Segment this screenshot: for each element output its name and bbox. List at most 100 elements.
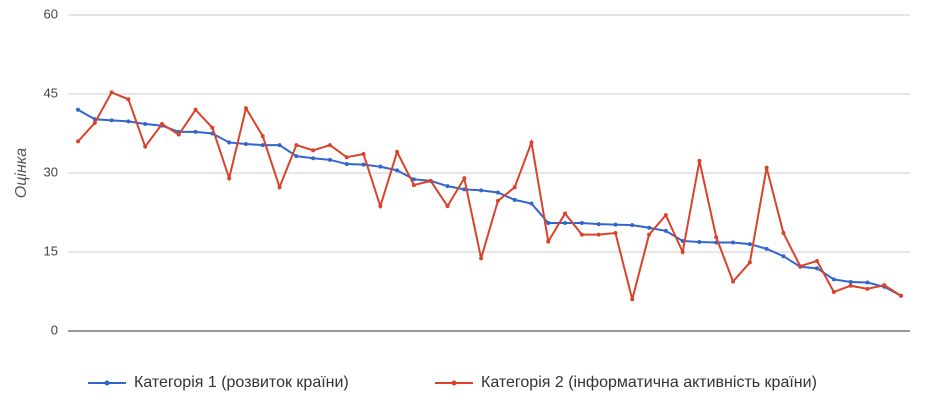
data-point	[243, 106, 248, 111]
data-point	[663, 213, 668, 218]
data-point	[831, 277, 836, 282]
data-point	[227, 140, 232, 145]
data-point	[579, 232, 584, 237]
data-point	[815, 258, 820, 263]
data-point	[260, 143, 265, 148]
data-point	[563, 211, 568, 216]
legend-label: Категорія 2 (інформатична активність кра…	[481, 374, 817, 391]
data-point	[344, 162, 349, 167]
data-point	[512, 185, 517, 190]
data-point	[731, 279, 736, 284]
data-point	[126, 119, 131, 124]
data-point	[495, 190, 500, 195]
data-point	[277, 143, 282, 148]
data-point	[193, 107, 198, 112]
data-point	[546, 221, 551, 226]
data-point	[479, 188, 484, 193]
data-point	[848, 280, 853, 285]
data-point	[680, 250, 685, 254]
data-point	[344, 155, 349, 160]
data-point	[781, 231, 786, 236]
data-point	[596, 232, 601, 237]
data-point	[563, 221, 568, 226]
data-point	[411, 177, 416, 182]
data-point	[781, 254, 786, 259]
data-point	[76, 139, 80, 144]
data-point	[210, 125, 215, 130]
y-tick-label: 0	[51, 322, 58, 337]
data-point	[865, 286, 870, 291]
y-axis-label: Оцінка	[13, 148, 30, 199]
data-point	[327, 157, 332, 162]
data-point	[109, 118, 114, 123]
y-tick-label: 60	[44, 6, 58, 21]
data-point	[143, 122, 148, 127]
data-point	[92, 120, 97, 125]
data-point	[361, 162, 366, 167]
data-point	[815, 266, 820, 271]
data-point	[445, 184, 450, 189]
data-point	[428, 178, 433, 183]
data-point	[327, 143, 332, 148]
series-line	[77, 91, 902, 300]
data-point	[865, 280, 870, 285]
data-point	[260, 134, 265, 139]
data-point	[899, 293, 903, 298]
data-point	[714, 235, 719, 240]
data-point	[529, 140, 534, 145]
data-point	[747, 260, 752, 265]
data-point	[227, 176, 232, 181]
data-point	[579, 221, 584, 226]
data-point	[462, 187, 467, 192]
data-point	[630, 223, 635, 228]
data-point	[294, 143, 299, 148]
data-point	[143, 144, 148, 149]
data-point	[798, 264, 803, 269]
data-point	[294, 154, 299, 159]
legend-label: Категорія 1 (розвиток країни)	[134, 374, 349, 391]
data-point	[126, 97, 131, 102]
data-point	[546, 239, 551, 244]
data-point	[764, 246, 769, 251]
data-point	[512, 197, 517, 202]
data-point	[395, 149, 400, 154]
data-point	[277, 185, 282, 190]
data-point	[647, 225, 652, 230]
data-point	[445, 204, 450, 209]
data-point	[495, 198, 500, 203]
data-point	[529, 201, 534, 206]
series-line	[77, 108, 902, 297]
data-point	[647, 232, 652, 237]
data-point	[311, 148, 316, 153]
data-point	[479, 256, 484, 261]
data-point	[378, 204, 383, 209]
data-point	[462, 176, 467, 181]
data-point	[596, 222, 601, 227]
data-point	[76, 107, 80, 112]
data-point	[831, 290, 836, 295]
data-point	[731, 240, 736, 245]
data-point	[663, 228, 668, 233]
data-point	[311, 156, 316, 161]
data-point	[411, 183, 416, 188]
data-point	[882, 283, 887, 288]
data-point	[630, 297, 635, 302]
data-point	[109, 90, 114, 95]
data-point	[193, 129, 198, 134]
legend-swatch-point	[451, 380, 457, 386]
data-point	[176, 132, 181, 137]
data-point	[395, 168, 400, 173]
data-point	[613, 222, 618, 227]
data-point	[378, 164, 383, 169]
data-point	[613, 231, 618, 236]
y-tick-label: 30	[44, 164, 58, 179]
data-point	[697, 239, 702, 244]
data-point	[361, 152, 366, 157]
data-point	[747, 242, 752, 247]
y-tick-label: 15	[44, 243, 58, 258]
data-point	[848, 283, 853, 288]
data-point	[159, 122, 164, 127]
data-point	[243, 142, 248, 147]
y-tick-label: 45	[44, 85, 58, 100]
